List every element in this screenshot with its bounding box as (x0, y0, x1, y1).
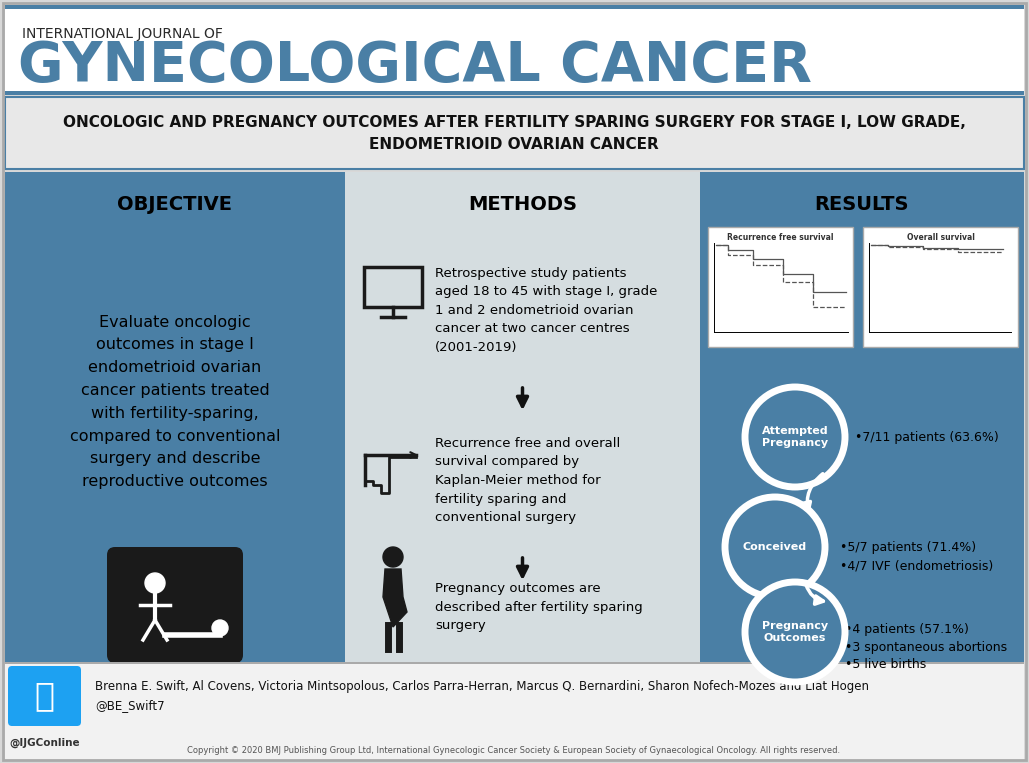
Text: 🐦: 🐦 (35, 680, 55, 713)
Text: •4 patients (57.1%)
•3 spontaneous abortions
•5 live births: •4 patients (57.1%) •3 spontaneous abort… (845, 623, 1007, 671)
Bar (5, 5, 1024, 9)
Text: Overall survival: Overall survival (907, 233, 974, 242)
Circle shape (145, 573, 165, 593)
Text: INTERNATIONAL JOURNAL OF: INTERNATIONAL JOURNAL OF (22, 27, 223, 41)
Text: •5/7 patients (71.4%)
•4/7 IVF (endometriosis): •5/7 patients (71.4%) •4/7 IVF (endometr… (840, 542, 993, 572)
Bar (5, 172, 1024, 662)
Text: Pregnancy
Outcomes: Pregnancy Outcomes (761, 621, 828, 642)
Bar (5, 91, 1024, 95)
Text: GYNECOLOGICAL CANCER: GYNECOLOGICAL CANCER (17, 39, 812, 93)
Text: Conceived: Conceived (743, 542, 807, 552)
Text: Retrospective study patients
aged 18 to 45 with stage I, grade
1 and 2 endometri: Retrospective study patients aged 18 to … (435, 267, 658, 354)
Circle shape (745, 387, 845, 487)
Text: ONCOLOGIC AND PREGNANCY OUTCOMES AFTER FERTILITY SPARING SURGERY FOR STAGE I, LO: ONCOLOGIC AND PREGNANCY OUTCOMES AFTER F… (63, 115, 965, 130)
Text: METHODS: METHODS (468, 195, 577, 214)
Text: Brenna E. Swift, Al Covens, Victoria Mintsopolous, Carlos Parra-Herran, Marcus Q: Brenna E. Swift, Al Covens, Victoria Min… (95, 680, 870, 712)
Text: Recurrence free and overall
survival compared by
Kaplan-Meier method for
fertili: Recurrence free and overall survival com… (435, 437, 620, 524)
Bar (5, 662, 1024, 664)
Bar (708, 227, 853, 347)
Polygon shape (383, 569, 407, 627)
Circle shape (745, 582, 845, 682)
Text: •7/11 patients (63.6%): •7/11 patients (63.6%) (855, 430, 999, 443)
Bar (5, 5, 1024, 95)
Text: RESULTS: RESULTS (815, 195, 910, 214)
FancyBboxPatch shape (8, 666, 81, 726)
Text: ENDOMETRIOID OVARIAN CANCER: ENDOMETRIOID OVARIAN CANCER (369, 137, 659, 152)
Bar (863, 227, 1018, 347)
Circle shape (725, 497, 825, 597)
Circle shape (383, 547, 403, 567)
Bar (364, 267, 422, 307)
FancyBboxPatch shape (107, 547, 243, 663)
Bar (5, 662, 1024, 760)
Bar (345, 172, 700, 662)
Text: @IJGConline: @IJGConline (9, 738, 80, 748)
Text: Recurrence free survival: Recurrence free survival (728, 233, 833, 242)
Text: OBJECTIVE: OBJECTIVE (117, 195, 233, 214)
Text: Pregnancy outcomes are
described after fertility sparing
surgery: Pregnancy outcomes are described after f… (435, 582, 643, 632)
Text: Copyright © 2020 BMJ Publishing Group Ltd, International Gynecologic Cancer Soci: Copyright © 2020 BMJ Publishing Group Lt… (187, 746, 841, 755)
Text: Attempted
Pregnancy: Attempted Pregnancy (761, 427, 828, 448)
Text: Evaluate oncologic
outcomes in stage I
endometrioid ovarian
cancer patients trea: Evaluate oncologic outcomes in stage I e… (70, 314, 280, 489)
Circle shape (212, 620, 228, 636)
Bar (5, 97, 1024, 169)
